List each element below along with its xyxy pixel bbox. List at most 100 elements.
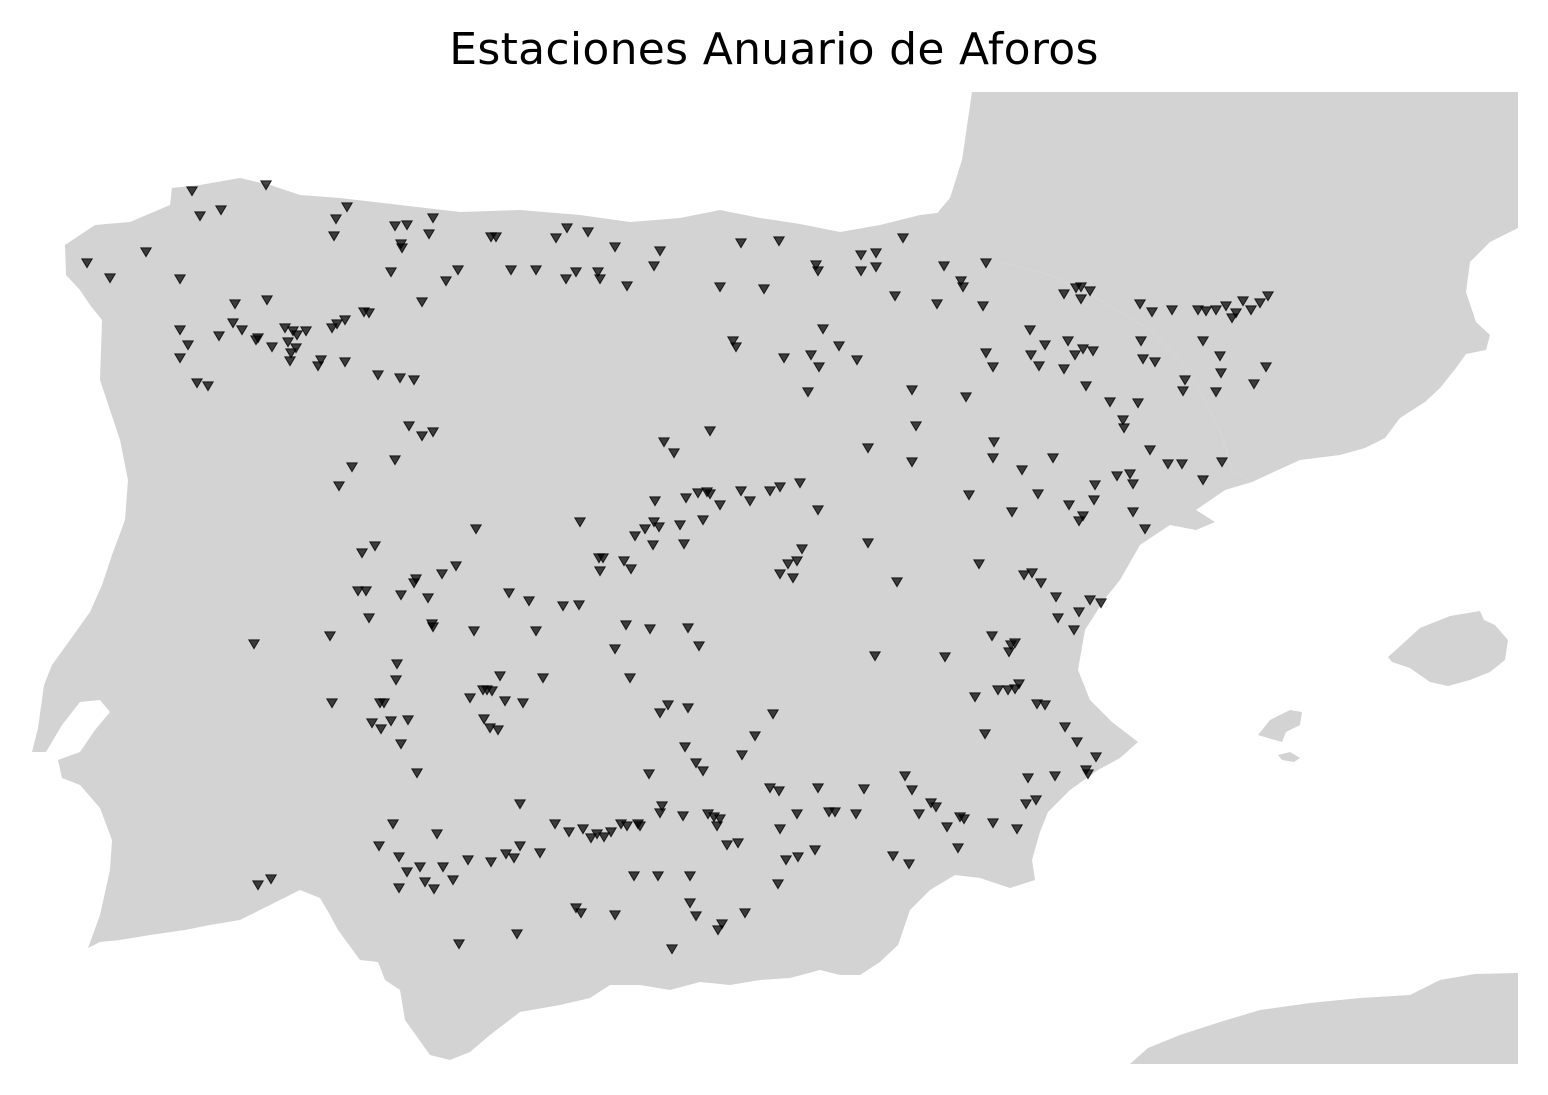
station-marker [1143, 445, 1157, 456]
station-marker [389, 675, 403, 686]
station-marker [1002, 647, 1016, 658]
station-marker [930, 299, 944, 310]
station-marker [597, 832, 611, 843]
station-marker [773, 824, 787, 835]
station-marker [181, 340, 195, 351]
station-marker [281, 337, 295, 348]
station-marker [608, 910, 622, 921]
station-marker [173, 325, 187, 336]
station-marker [1215, 457, 1229, 468]
station-marker [439, 276, 453, 287]
station-marker [731, 838, 745, 849]
station-marker [1126, 479, 1140, 490]
station-marker [332, 481, 346, 492]
station-marker [591, 267, 605, 278]
station-marker [809, 260, 823, 271]
station-marker [689, 758, 703, 769]
station-marker [365, 718, 379, 729]
station-marker [1083, 286, 1097, 297]
station-marker [633, 821, 647, 832]
station-marker [290, 330, 304, 341]
station-marker [957, 814, 971, 825]
station-marker [430, 829, 444, 840]
station-marker [548, 819, 562, 830]
station-marker [791, 852, 805, 863]
station-marker [477, 714, 491, 725]
station-marker [1061, 336, 1075, 347]
station-marker [1017, 570, 1031, 581]
station-marker [713, 500, 727, 511]
station-marker [1136, 354, 1150, 365]
station-marker [1133, 299, 1147, 310]
station-marker [593, 274, 607, 285]
station-marker [905, 457, 919, 468]
station-marker [1089, 752, 1103, 763]
station-marker [1229, 308, 1243, 319]
station-marker [696, 766, 710, 777]
station-marker [264, 874, 278, 885]
station-marker [905, 785, 919, 796]
station-marker [498, 696, 512, 707]
station-marker [80, 258, 94, 269]
station-marker [422, 229, 436, 240]
station-marker [972, 559, 986, 570]
station-marker [1008, 638, 1022, 649]
station-marker [402, 421, 416, 432]
station-marker [226, 318, 240, 329]
station-marker [979, 348, 993, 359]
station-marker [533, 848, 547, 859]
station-marker [777, 353, 791, 364]
station-marker [683, 871, 697, 882]
station-marker [377, 698, 391, 709]
station-marker [1021, 773, 1035, 784]
station-marker [652, 522, 666, 533]
station-marker [193, 211, 207, 222]
station-marker [763, 783, 777, 794]
station-marker [436, 862, 450, 873]
station-marker [620, 821, 634, 832]
station-marker [681, 623, 695, 634]
station-marker [902, 859, 916, 870]
station-marker [986, 453, 1000, 464]
station-marker [569, 267, 583, 278]
station-marker [888, 291, 902, 302]
station-marker [1176, 386, 1190, 397]
station-marker [720, 840, 734, 851]
station-marker [201, 381, 215, 392]
station-marker [642, 769, 656, 780]
station-marker [536, 673, 550, 684]
station-marker [314, 355, 328, 366]
gauging-stations-layer [80, 180, 1275, 955]
station-marker [790, 809, 804, 820]
station-marker [330, 319, 344, 330]
station-marker [861, 538, 875, 549]
station-marker [228, 299, 242, 310]
station-marker [345, 462, 359, 473]
station-marker [1038, 340, 1052, 351]
station-marker [338, 315, 352, 326]
station-marker [449, 561, 463, 572]
station-marker [1244, 305, 1258, 316]
station-marker [1219, 301, 1233, 312]
station-marker [604, 827, 618, 838]
station-marker [676, 811, 690, 822]
station-marker [1213, 351, 1227, 362]
station-marker [766, 709, 780, 720]
station-marker [574, 908, 588, 919]
station-marker [1116, 415, 1130, 426]
station-marker [1196, 336, 1210, 347]
station-marker [869, 248, 883, 259]
station-marker [1015, 465, 1029, 476]
station-marker [1058, 722, 1072, 733]
station-marker [374, 724, 388, 735]
station-marker [560, 223, 574, 234]
station-marker [811, 783, 825, 794]
station-marker [1079, 381, 1093, 392]
station-marker [1067, 625, 1081, 636]
station-marker [857, 784, 871, 795]
station-marker [1126, 507, 1140, 518]
station-marker [1068, 350, 1082, 361]
station-marker [868, 651, 882, 662]
station-marker [890, 577, 904, 588]
station-marker [978, 729, 992, 740]
